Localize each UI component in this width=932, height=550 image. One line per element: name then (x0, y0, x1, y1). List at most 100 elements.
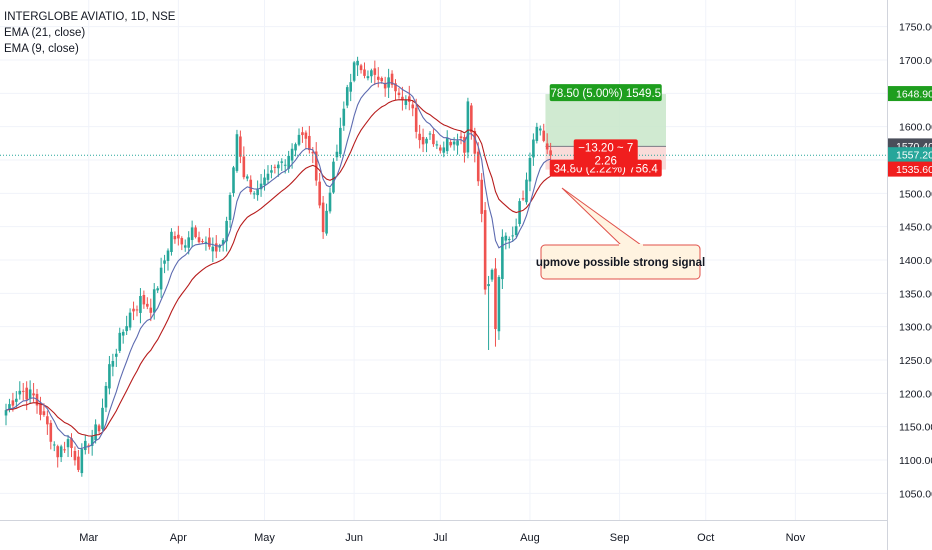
y-tick-label: 1450.00 (899, 222, 932, 234)
candle-body (52, 444, 56, 446)
candle-body (418, 133, 421, 141)
y-tick-label: 1100.00 (899, 455, 932, 467)
candle-body (208, 237, 211, 247)
candle-body (70, 438, 73, 448)
price-tag-stop: 1535.60 (888, 161, 932, 177)
candle-body (459, 136, 463, 139)
candle-body (39, 402, 42, 415)
x-tick-label: Jul (433, 532, 447, 544)
center-label: −13.20 ~ 72.26 (573, 139, 638, 168)
candle-body (242, 156, 246, 178)
candle-body (8, 404, 11, 410)
candle-body (90, 436, 94, 446)
candle-body (514, 226, 518, 236)
annotation-pointer (561, 187, 643, 246)
candle-body (297, 134, 301, 145)
candle-body (104, 385, 108, 408)
candle-body (311, 151, 315, 154)
candle-body (525, 179, 528, 203)
candle-body (356, 60, 359, 66)
candle-body (214, 243, 218, 252)
candle-body (42, 411, 46, 416)
candle-body (32, 393, 35, 396)
ema21-line (5, 99, 551, 437)
candle-body (121, 331, 125, 336)
candle-body (15, 398, 18, 402)
candle-body (21, 390, 25, 392)
candle-body (173, 236, 177, 240)
candle-body (170, 231, 173, 252)
candle-body (139, 295, 142, 313)
candle-body (470, 105, 473, 133)
candle-body (521, 198, 525, 200)
y-tick-label: 1350.00 (899, 288, 932, 300)
candle-body (263, 177, 266, 185)
candle-body (442, 147, 446, 153)
candle-body (204, 241, 208, 244)
center-label-bg (573, 139, 638, 168)
candle-body (152, 289, 156, 313)
candle-body (507, 238, 511, 240)
x-tick-label: Aug (520, 532, 540, 544)
candle-body (97, 425, 101, 432)
time-axis: Mar Apr May Jun Jul Aug Sep Oct Nov (0, 520, 887, 544)
candle-body (211, 246, 215, 252)
candle-body (245, 176, 249, 179)
candle-body (466, 101, 470, 153)
y-tick-label: 1250.00 (899, 355, 932, 367)
ema21-legend: EMA (21, close) (4, 27, 86, 39)
center-label-line1: −13.20 ~ 7 (578, 142, 633, 154)
candle-body (256, 189, 259, 196)
candle-body (439, 147, 442, 151)
candle-body (201, 241, 204, 243)
candle-body (411, 104, 415, 109)
candle-body (18, 390, 22, 395)
price-tag-text: 1648.90 (896, 89, 932, 101)
candle-body (4, 410, 8, 416)
candle-body (494, 268, 497, 330)
candle-body (421, 136, 425, 145)
candle-body (449, 141, 452, 146)
candle-body (77, 456, 80, 470)
candle-body (321, 202, 325, 233)
price-axis: 1750.001700.001650.001600.001550.001500.… (887, 0, 932, 550)
candle-body (111, 360, 115, 367)
candle-body (476, 151, 480, 182)
candle-body (445, 137, 449, 152)
candle-body (349, 82, 352, 92)
candle-body (252, 193, 256, 195)
candle-body (128, 312, 132, 328)
y-tick-label: 1750.00 (899, 22, 932, 34)
candle-body (101, 407, 104, 430)
candle-body (46, 416, 49, 425)
ema9-line (5, 82, 551, 450)
candle-body (287, 155, 290, 169)
candle-body (294, 144, 297, 151)
annotation-joint (619, 244, 643, 247)
candle-body (125, 326, 128, 332)
candle-body (428, 133, 432, 135)
candle-body (370, 70, 373, 77)
candle-body (376, 76, 380, 80)
candle-body (394, 83, 397, 92)
candle-body (532, 139, 535, 158)
candle-body (249, 179, 253, 193)
price-tag-text: 1557.20 (896, 150, 932, 162)
candle-body (94, 424, 97, 441)
candle-body (183, 245, 187, 248)
candle-body (318, 181, 321, 206)
price-tag-target: 1648.90 (888, 86, 932, 102)
candle-body (432, 134, 435, 145)
candle-body (194, 227, 197, 238)
candle-body (380, 77, 384, 82)
candle-body (549, 150, 552, 156)
candles (4, 56, 552, 477)
candle-body (108, 364, 111, 389)
candle-body (225, 220, 228, 242)
candle-body (328, 192, 332, 212)
candle-body (83, 440, 87, 451)
price-tag-text: 1535.60 (896, 164, 932, 176)
y-tick-label: 1150.00 (899, 422, 932, 434)
